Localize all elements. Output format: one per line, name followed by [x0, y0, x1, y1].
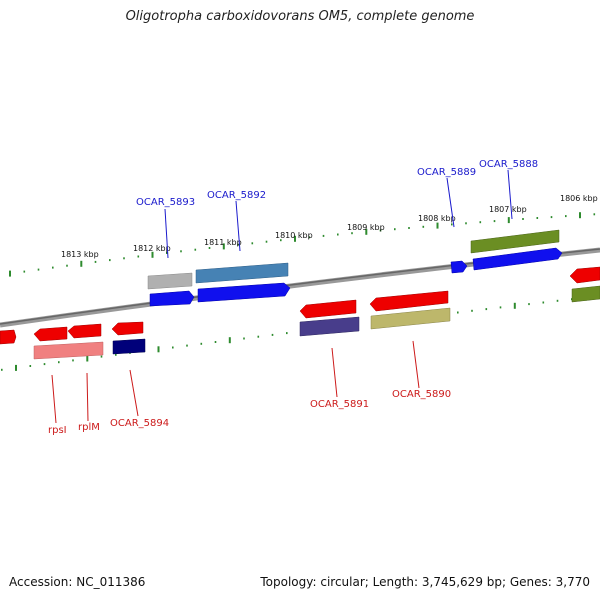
kbp-scale: 1813 kbp 1812 kbp 1811 kbp 1810 kbp 1809…: [61, 194, 598, 259]
gene-rplm[interactable]: [67, 323, 102, 339]
genes-lower: [0, 266, 600, 360]
gene-label[interactable]: OCAR_5889: [417, 167, 476, 178]
gene-red-arrow[interactable]: [369, 290, 449, 312]
gene-label[interactable]: rplM: [78, 422, 100, 433]
gene-blue-arrow[interactable]: [472, 247, 563, 271]
leader-ocar-5888: [507, 169, 513, 220]
gene-label[interactable]: OCAR_5890: [392, 389, 451, 400]
leader-rplm: [86, 372, 89, 422]
gene-blue-arrow[interactable]: [197, 282, 291, 303]
gene-olive-block[interactable]: [571, 285, 600, 303]
gene-ocar-5893-upper[interactable]: [147, 272, 193, 290]
leader-lines: [51, 169, 513, 424]
gene-label[interactable]: OCAR_5893: [136, 197, 195, 208]
leader-ocar-5893: [164, 208, 169, 259]
gene-rpsi[interactable]: [33, 326, 68, 342]
kbp-label: 1811 kbp: [204, 238, 242, 247]
gene-red-arrow[interactable]: [569, 266, 600, 284]
kbp-label: 1812 kbp: [133, 244, 171, 253]
kbp-label: 1813 kbp: [61, 250, 99, 259]
gene-ocar-5892[interactable]: [195, 262, 289, 284]
gene-label[interactable]: rpsI: [48, 425, 67, 436]
gene-pink-block[interactable]: [33, 341, 104, 360]
gene-ocar-5890[interactable]: [370, 307, 451, 330]
accession-info: Accession: NC_011386: [9, 575, 146, 589]
kbp-label: 1808 kbp: [418, 214, 456, 223]
kbp-label: 1806 kbp: [560, 194, 598, 203]
gene-ocar-5889[interactable]: [450, 260, 468, 274]
leader-ocar-5889: [446, 177, 455, 228]
gene-label[interactable]: OCAR_5891: [310, 399, 369, 410]
leader-ocar-5892: [235, 200, 241, 252]
gene-label[interactable]: OCAR_5892: [207, 190, 266, 201]
leader-ocar-5894: [129, 369, 139, 417]
gene-labels-bottom: rpsI rplM OCAR_5894 OCAR_5891 OCAR_5890: [48, 389, 451, 436]
kbp-label: 1809 kbp: [347, 223, 385, 232]
gene-ocar-5894[interactable]: [112, 338, 146, 355]
gene-red-arrow[interactable]: [0, 329, 17, 345]
genes-upper: [147, 229, 563, 307]
gene-labels-top: OCAR_5893 OCAR_5892 OCAR_5889 OCAR_5888: [136, 159, 538, 208]
map-title: Oligotropha carboxidovorans OM5, complet…: [125, 9, 475, 24]
kbp-label: 1807 kbp: [489, 205, 527, 214]
gene-label[interactable]: OCAR_5888: [479, 159, 538, 170]
gene-ocar-5888[interactable]: [470, 229, 560, 254]
ticks-upper: [9, 212, 596, 277]
leader-ocar-5891: [331, 347, 338, 398]
gene-ocar-5891[interactable]: [299, 316, 360, 337]
gene-red-arrow[interactable]: [111, 321, 144, 336]
genome-summary: Topology: circular; Length: 3,745,629 bp…: [260, 575, 590, 589]
leader-rpsi: [51, 374, 57, 424]
gene-label[interactable]: OCAR_5894: [110, 418, 169, 429]
leader-ocar-5890: [412, 340, 420, 389]
gene-red-arrow[interactable]: [299, 299, 357, 319]
kbp-label: 1810 kbp: [275, 231, 313, 240]
gene-blue-arrow[interactable]: [149, 290, 195, 307]
